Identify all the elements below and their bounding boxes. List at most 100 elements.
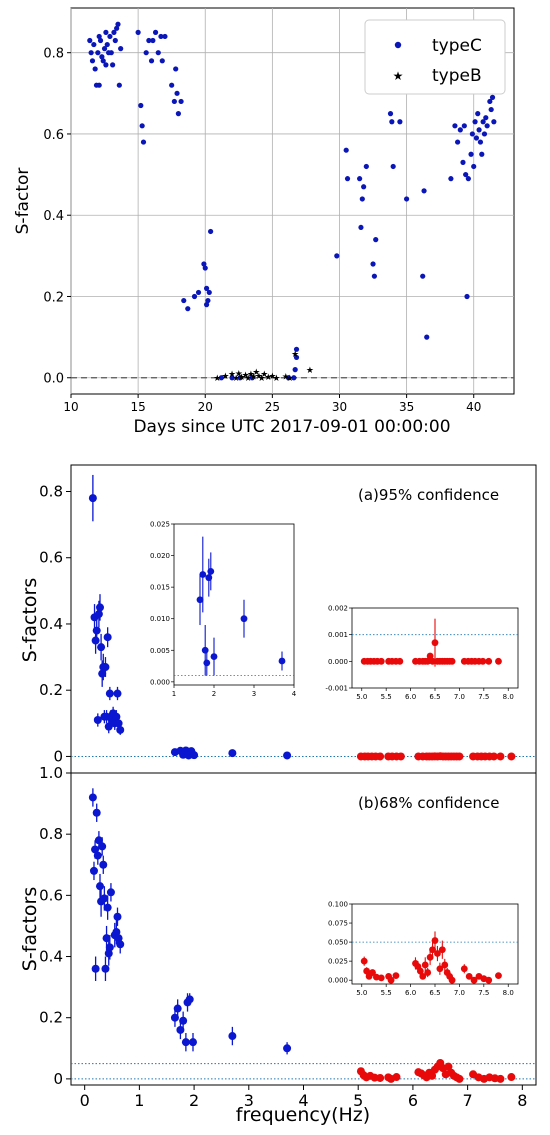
typeC-point	[455, 139, 461, 145]
inset-a1-points	[174, 536, 294, 676]
inset-point	[210, 653, 218, 660]
data-point	[507, 1073, 516, 1082]
data-point	[455, 1074, 464, 1083]
typeB-point: ★	[268, 372, 276, 382]
data-point	[173, 1004, 182, 1013]
inset-point	[479, 657, 487, 665]
ytick-label: 0.8	[39, 482, 63, 500]
typeC-point	[465, 176, 471, 182]
data-point	[94, 836, 103, 845]
inset-xtick-label: 6.0	[405, 989, 416, 997]
typeC-point	[195, 289, 202, 296]
typeC-point	[344, 176, 351, 182]
typeC-point	[484, 123, 490, 129]
typeC-point	[155, 50, 161, 56]
inset-xtick-label: 6.0	[405, 693, 416, 701]
typeB-point: ★	[228, 370, 236, 380]
typeC-point	[173, 66, 179, 72]
typeC-point	[171, 98, 177, 105]
top-ytick-label: 0.4	[43, 209, 64, 224]
xtick-label: 2	[189, 1091, 199, 1110]
typeC-point	[371, 273, 377, 279]
data-point	[103, 633, 112, 642]
data-point	[103, 903, 112, 912]
typeB-point: ★	[247, 370, 255, 380]
typeC-point	[229, 375, 235, 381]
panel-a-inset-low: 1 2 3 4 0.000 0.005 0.010 0.015 0.020 0.025	[150, 521, 297, 699]
data-point	[376, 752, 385, 761]
data-point	[179, 1016, 188, 1025]
typeB-point: ★	[264, 373, 272, 383]
inset-point	[377, 974, 385, 982]
inset-point	[424, 657, 432, 665]
panel-b-inset-high: 5.0 5.5 6.0 6.5 7.0 7.5 8.0 0.000 0.025 0.050 0.07…	[328, 901, 519, 997]
inset-point	[441, 961, 449, 969]
inset-point	[201, 646, 209, 654]
typeC-point	[88, 50, 94, 56]
inset-ytick-label: 0.005	[150, 647, 170, 655]
typeC-point	[87, 37, 93, 44]
data-point	[228, 1032, 237, 1041]
xtick-label: 1	[134, 1091, 144, 1110]
typeC-point	[370, 261, 376, 267]
inset-point	[485, 657, 493, 665]
top-ticks: 10 15 20 25 30 35 40 0.0 0.2 0.4 0.6 0.8	[43, 47, 481, 414]
legend-box	[364, 19, 506, 95]
inset-point	[387, 976, 395, 984]
typeC-point	[146, 37, 152, 44]
panel-b-subtitle: (b)68% confidence	[358, 794, 499, 812]
panel-a: 0 0.2 0.4 0.6 0.8 (a)95% confidence S-factor…	[19, 464, 537, 774]
typeB-point: ★	[237, 373, 245, 383]
data-point	[116, 725, 125, 734]
inset-point	[369, 969, 376, 976]
inset-point	[240, 615, 248, 623]
typeC-point	[358, 224, 364, 231]
inset-point	[495, 657, 502, 665]
typeB-point: ★	[286, 374, 294, 384]
top-xtick-label: 40	[466, 400, 481, 414]
panel-a-subtitle: (a)95% confidence	[358, 486, 499, 504]
inset-ytick-label: 0.000	[328, 977, 348, 985]
data-point	[176, 1025, 185, 1034]
typeC-point	[249, 375, 255, 381]
typeC-point	[468, 151, 474, 157]
inset-xtick-label: 3	[252, 690, 256, 698]
inset-point	[421, 961, 429, 969]
inset-xtick-label: 2	[212, 690, 216, 698]
data-point	[283, 751, 292, 760]
typeC-point	[174, 90, 180, 96]
typeC-point	[107, 33, 113, 40]
top-points: ★ ★★★★★★★★★★★★★★★★ ★★★★	[87, 21, 497, 384]
data-point	[396, 752, 405, 761]
inset-ytick-label: 0.025	[328, 958, 348, 966]
typeC-point	[97, 37, 104, 44]
inset-xtick-label: 1	[172, 690, 176, 698]
inset-ytick-label: -0.001	[325, 685, 348, 693]
typeC-point	[103, 62, 109, 68]
typeC-point	[424, 334, 430, 340]
inset-a2-ticks: 5.0 5.5 6.0 6.5 7.0 7.5 8.0 -0.001 0.000 0.001 0.0…	[325, 605, 513, 702]
data-point	[104, 722, 113, 731]
data-point	[455, 752, 464, 761]
typeC-point	[99, 54, 105, 60]
data-point	[98, 842, 107, 851]
typeC-point	[357, 176, 363, 182]
typeC-point	[111, 29, 117, 35]
top-ylabel: S-factor	[13, 168, 33, 235]
typeC-point	[143, 50, 149, 56]
inset-point	[426, 953, 434, 961]
typeC-point	[103, 29, 109, 35]
typeC-point	[481, 131, 488, 137]
typeC-point	[457, 127, 463, 133]
typeC-point	[202, 265, 208, 271]
inset-xtick-label: 8.0	[503, 693, 514, 701]
ytick-label: 0.6	[39, 886, 63, 904]
ytick-label: 0	[53, 747, 63, 765]
typeC-point	[178, 98, 184, 105]
inset-point	[426, 652, 434, 660]
typeB-point: ★	[235, 369, 243, 379]
typeC-point	[162, 33, 168, 40]
inset-xtick-label: 4	[292, 690, 297, 698]
typeC-point	[420, 273, 426, 279]
inset-point	[396, 657, 404, 665]
